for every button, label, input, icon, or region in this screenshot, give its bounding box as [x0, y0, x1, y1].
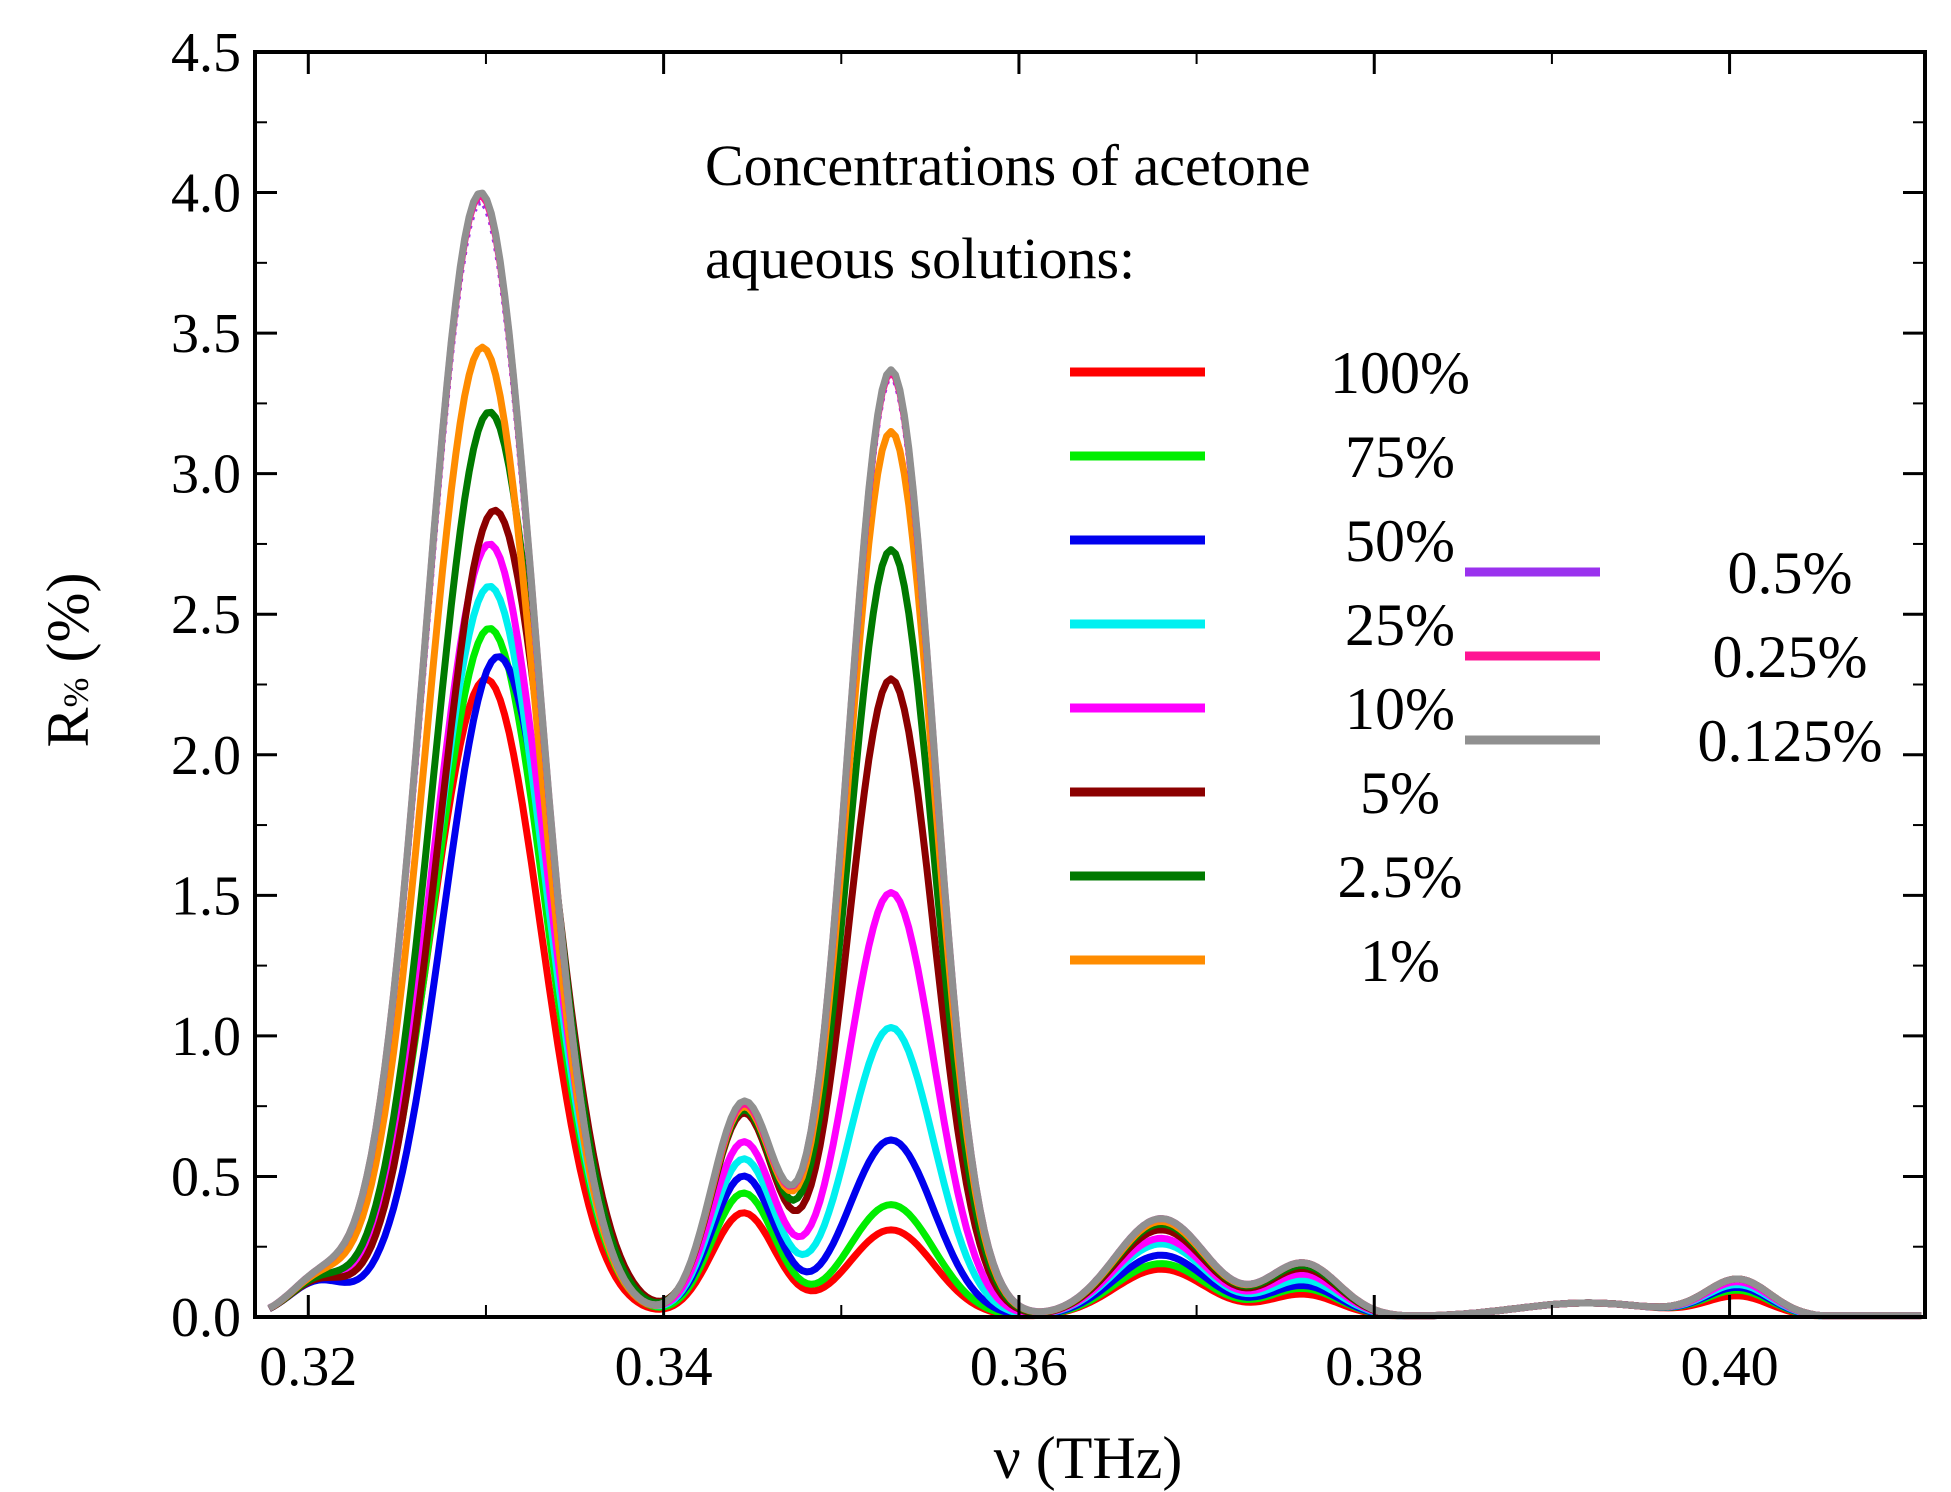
x-tick-label: 0.40 [1681, 1336, 1779, 1398]
legend-label: 75% [1345, 424, 1455, 490]
x-tick-label: 0.34 [615, 1336, 713, 1398]
legend-label: 0.25% [1713, 624, 1868, 690]
y-tick-label: 4.5 [171, 22, 241, 84]
legend-label: 0.125% [1698, 708, 1883, 774]
series-line-100pct [267, 675, 1922, 1320]
x-tick-label: 0.36 [970, 1336, 1068, 1398]
legend-label: 50% [1345, 508, 1455, 574]
x-tick-label: 0.32 [259, 1336, 357, 1398]
y-tick-label: 3.5 [171, 303, 241, 365]
y-axis-title: R% (%) [35, 573, 101, 748]
legend-title-line-2: aqueous solutions: [705, 226, 1135, 291]
y-axis-title-rest: (%) [35, 573, 101, 678]
y-axis-title-sub: % [56, 677, 96, 707]
x-axis-title: ν (THz) [994, 1425, 1183, 1491]
x-tick-label: 0.38 [1325, 1336, 1423, 1398]
legend-label: 2.5% [1338, 844, 1463, 910]
y-axis-title-main: R [35, 707, 101, 747]
series-line-75pct [267, 625, 1922, 1320]
y-tick-label: 4.0 [171, 163, 241, 225]
legend-label: 5% [1360, 760, 1440, 826]
legend-title-line-1: Concentrations of acetone [705, 133, 1311, 198]
series-line-1pct [267, 343, 1922, 1320]
legend-label: 100% [1330, 340, 1470, 406]
y-tick-label: 0.5 [171, 1146, 241, 1208]
y-tick-label: 2.5 [171, 584, 241, 646]
series-line-0.125pct [267, 189, 1922, 1320]
y-tick-label: 0.0 [171, 1287, 241, 1349]
y-tick-label: 2.0 [171, 725, 241, 787]
legend-label: 1% [1360, 928, 1440, 994]
legend: 100% 75% 50% 25% 10% 5% 2.5% 1% 0.5% 0.25% 0.125% [1070, 340, 1882, 994]
legend-label: 10% [1345, 676, 1455, 742]
legend-label: 0.5% [1728, 540, 1853, 606]
y-tick-label: 1.0 [171, 1006, 241, 1068]
y-tick-label: 3.0 [171, 444, 241, 506]
legend-label: 25% [1345, 592, 1455, 658]
series-layer [267, 189, 1922, 1320]
y-tick-label: 1.5 [171, 865, 241, 927]
ticks-layer: 0.0 0.5 1.0 1.5 2.0 2.5 3.0 3.5 4.0 4.5 0.32 0.34 0.… [171, 22, 1925, 1398]
